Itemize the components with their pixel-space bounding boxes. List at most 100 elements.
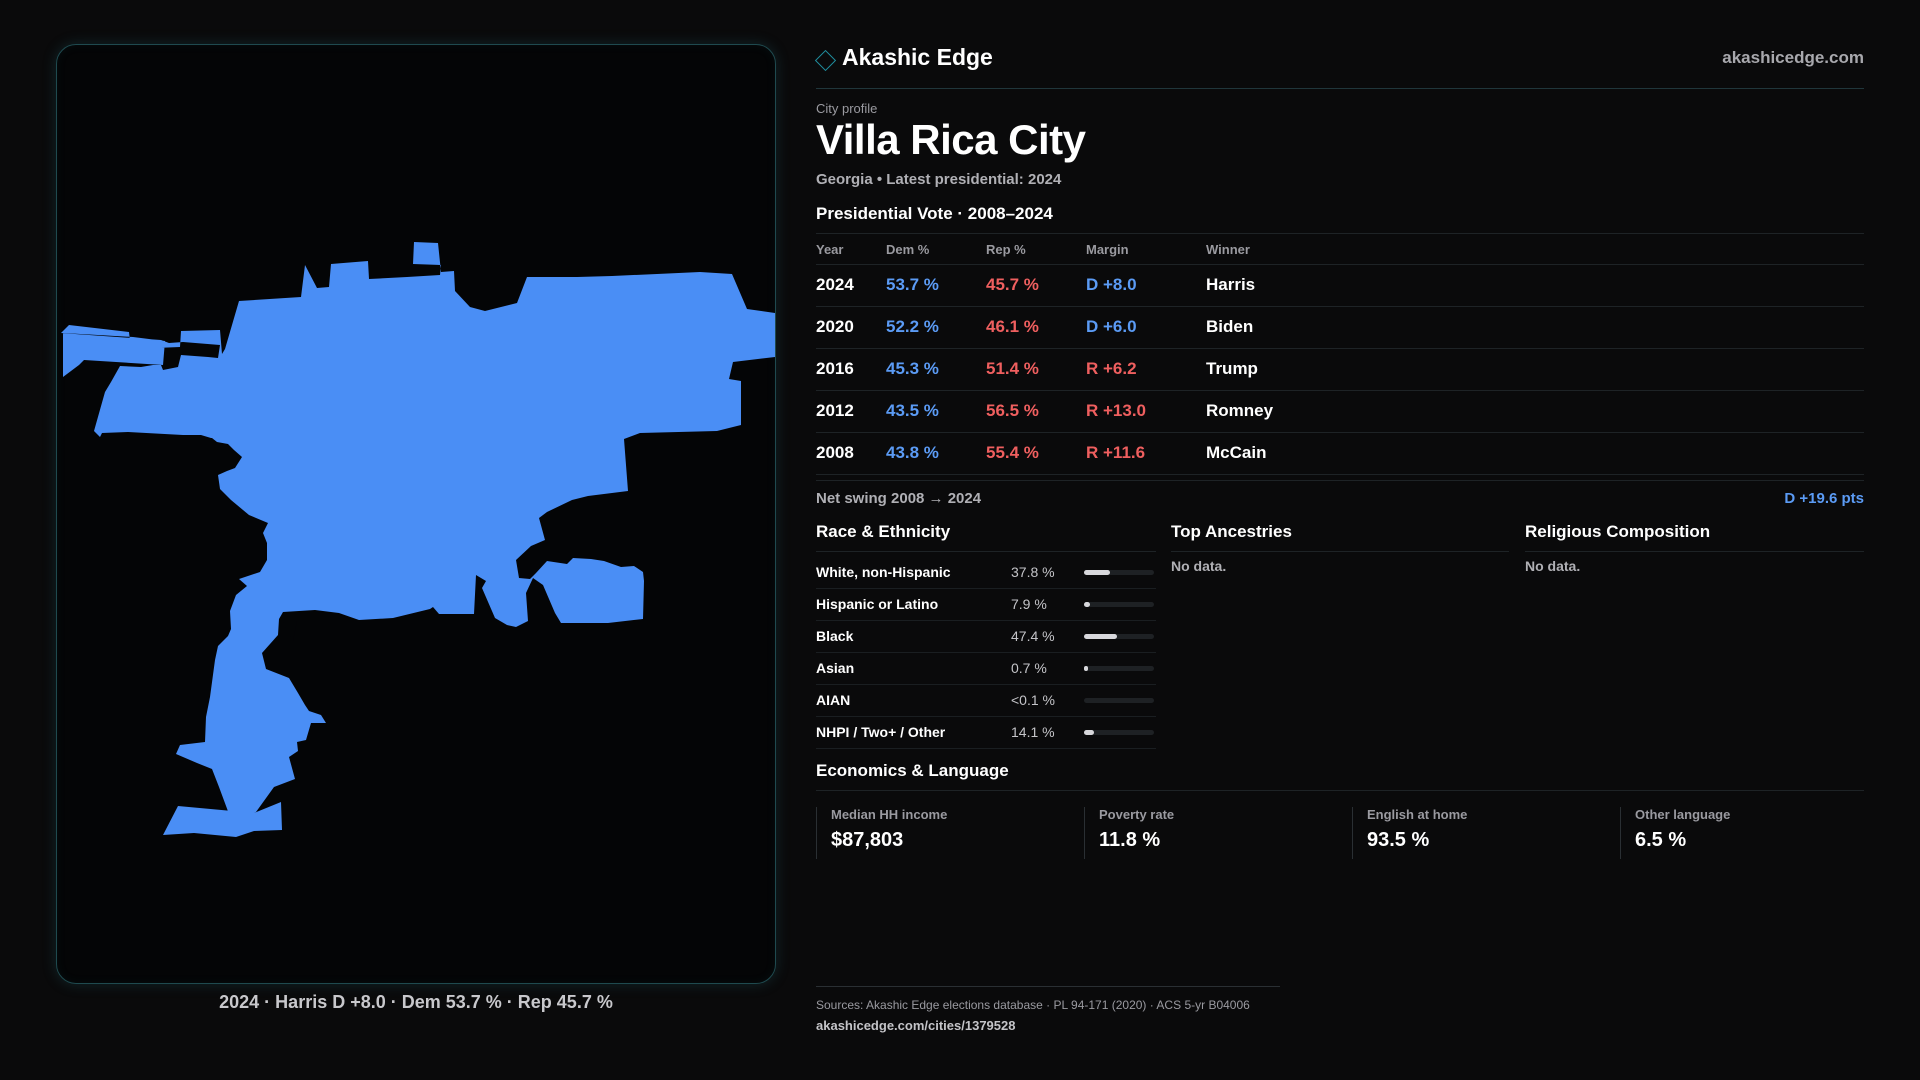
divider bbox=[816, 986, 1280, 987]
race-bar-track bbox=[1084, 570, 1154, 575]
race-section-title: Race & Ethnicity bbox=[816, 522, 951, 541]
row-year: 2020 bbox=[816, 317, 854, 336]
divider bbox=[1171, 551, 1509, 552]
table-row: 2024 53.7 % 45.7 % D +8.0 Harris bbox=[816, 265, 1864, 307]
net-swing-value: D +19.6 pts bbox=[1784, 490, 1864, 507]
stat-value: 93.5 % bbox=[1367, 829, 1430, 851]
header: Akashic Edge akashicedge.com bbox=[814, 40, 1864, 89]
stat-label: Poverty rate bbox=[1099, 807, 1175, 822]
row-winner: Harris bbox=[1206, 275, 1256, 294]
site-link[interactable]: akashicedge.com bbox=[1722, 48, 1864, 67]
vote-section-title: Presidential Vote · 2008–2024 bbox=[816, 204, 1053, 223]
page-title: Villa Rica City bbox=[816, 116, 1086, 163]
row-winner: Romney bbox=[1206, 401, 1274, 420]
map-caption: 2024 · Harris D +8.0 · Dem 53.7 % · Rep … bbox=[219, 992, 613, 1012]
economics-section-title: Economics & Language bbox=[816, 761, 1009, 780]
divider bbox=[816, 551, 1156, 552]
race-bar-fill bbox=[1084, 730, 1094, 735]
city-boundary-shape bbox=[61, 242, 775, 837]
row-dem: 45.3 % bbox=[886, 359, 939, 378]
divider bbox=[816, 480, 1864, 481]
header-winner: Winner bbox=[1206, 242, 1250, 257]
row-margin: R +6.2 bbox=[1086, 359, 1137, 378]
city-url-link[interactable]: akashicedge.com/cities/1379528 bbox=[816, 1018, 1016, 1033]
stat-value: 6.5 % bbox=[1635, 829, 1687, 851]
vote-table: Year Dem % Rep % Margin Winner 2024 53.7… bbox=[816, 233, 1864, 475]
race-bar-track bbox=[1084, 730, 1154, 735]
race-value: 47.4 % bbox=[1011, 628, 1055, 644]
race-bar-track bbox=[1084, 698, 1154, 703]
row-winner: McCain bbox=[1206, 443, 1267, 462]
race-value: <0.1 % bbox=[1011, 692, 1055, 708]
row-winner: Biden bbox=[1206, 317, 1254, 336]
sources-note: Sources: Akashic Edge elections database… bbox=[816, 998, 1250, 1012]
divider bbox=[816, 790, 1864, 791]
stat-value: $87,803 bbox=[831, 829, 904, 851]
row-dem: 43.8 % bbox=[886, 443, 939, 462]
stat-median-income: Median HH income $87,803 bbox=[816, 807, 1081, 859]
ancestries-section-title: Top Ancestries bbox=[1171, 522, 1292, 541]
race-label: Hispanic or Latino bbox=[816, 596, 939, 612]
stat-poverty-rate: Poverty rate 11.8 % bbox=[1084, 807, 1349, 859]
race-list: White, non-Hispanic 37.8 % Hispanic or L… bbox=[816, 557, 1156, 749]
divider bbox=[1525, 551, 1864, 552]
race-bar-track bbox=[1084, 602, 1154, 607]
race-label: Asian bbox=[816, 660, 855, 676]
stat-label: Median HH income bbox=[831, 807, 948, 822]
row-rep: 45.7 % bbox=[986, 275, 1039, 294]
ancestries-empty-text: No data. bbox=[1171, 558, 1227, 574]
map-svg bbox=[61, 242, 775, 837]
row-margin: D +8.0 bbox=[1086, 275, 1137, 294]
race-bar-track bbox=[1084, 634, 1154, 639]
stat-other-language: Other language 6.5 % bbox=[1620, 807, 1865, 859]
row-winner: Trump bbox=[1206, 359, 1258, 378]
table-row: 2020 52.2 % 46.1 % D +6.0 Biden bbox=[816, 307, 1864, 349]
row-dem: 43.5 % bbox=[886, 401, 939, 420]
header-margin: Margin bbox=[1086, 242, 1129, 257]
row-margin: R +11.6 bbox=[1086, 443, 1146, 462]
list-item: Asian 0.7 % bbox=[816, 653, 1156, 685]
profile-subtitle: Georgia • Latest presidential: 2024 bbox=[816, 171, 1062, 188]
race-value: 0.7 % bbox=[1011, 660, 1047, 676]
row-dem: 52.2 % bbox=[886, 317, 939, 336]
list-item: Black 47.4 % bbox=[816, 621, 1156, 653]
row-rep: 46.1 % bbox=[986, 317, 1039, 336]
row-year: 2016 bbox=[816, 359, 854, 378]
race-bar-fill bbox=[1084, 634, 1117, 639]
religion-section-title: Religious Composition bbox=[1525, 522, 1711, 541]
row-margin: R +13.0 bbox=[1086, 401, 1147, 420]
table-row: 2008 43.8 % 55.4 % R +11.6 McCain bbox=[816, 433, 1864, 475]
row-year: 2024 bbox=[816, 275, 854, 294]
brand-name: Akashic Edge bbox=[842, 44, 993, 70]
row-rep: 56.5 % bbox=[986, 401, 1039, 420]
race-bar-fill bbox=[1084, 666, 1088, 671]
race-bar-fill bbox=[1084, 570, 1110, 575]
header-year: Year bbox=[816, 242, 844, 257]
row-rep: 55.4 % bbox=[986, 443, 1039, 462]
race-label: AIAN bbox=[816, 692, 851, 708]
table-row: 2016 45.3 % 51.4 % R +6.2 Trump bbox=[816, 349, 1864, 391]
race-label: Black bbox=[816, 628, 854, 644]
race-label: White, non-Hispanic bbox=[816, 564, 951, 580]
race-value: 7.9 % bbox=[1011, 596, 1047, 612]
race-bar-track bbox=[1084, 666, 1154, 671]
stat-english-at-home: English at home 93.5 % bbox=[1352, 807, 1617, 859]
religion-empty-text: No data. bbox=[1525, 558, 1581, 574]
race-value: 14.1 % bbox=[1011, 724, 1055, 740]
race-bar-fill bbox=[1084, 602, 1090, 607]
stat-value: 11.8 % bbox=[1099, 829, 1161, 851]
stat-label: Other language bbox=[1635, 807, 1731, 822]
row-margin: D +6.0 bbox=[1086, 317, 1137, 336]
header-rep: Rep % bbox=[986, 242, 1026, 257]
vote-table-header: Year Dem % Rep % Margin Winner bbox=[816, 233, 1864, 265]
row-rep: 51.4 % bbox=[986, 359, 1039, 378]
diamond-logo-icon bbox=[814, 49, 837, 72]
row-dem: 53.7 % bbox=[886, 275, 939, 294]
table-row: 2012 43.5 % 56.5 % R +13.0 Romney bbox=[816, 391, 1864, 433]
stat-label: English at home bbox=[1367, 807, 1468, 822]
net-swing-label: Net swing 2008 → 2024 bbox=[816, 490, 982, 507]
profile-kicker: City profile bbox=[816, 101, 878, 116]
header-dem: Dem % bbox=[886, 242, 930, 257]
list-item: White, non-Hispanic 37.8 % bbox=[816, 557, 1156, 589]
